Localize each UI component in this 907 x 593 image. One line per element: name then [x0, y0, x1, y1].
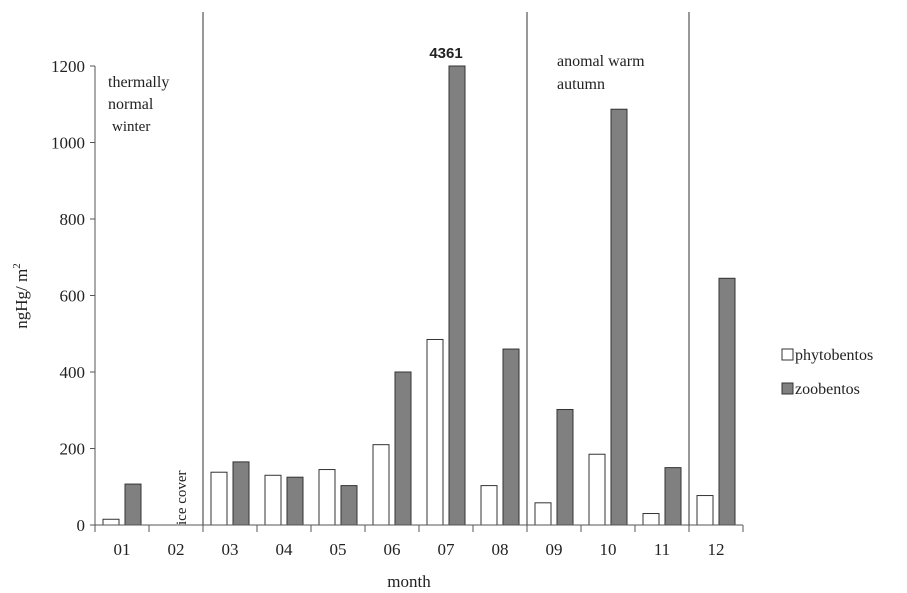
x-tick-label-01: 01 [114, 540, 131, 559]
annotation-autumn-line-1: anomal warm [557, 53, 645, 70]
x-tick-label-10: 10 [600, 540, 617, 559]
y-ticks-layer: 0 200 400 600 800 1000 1200 [51, 57, 95, 535]
annotation-winter-line-2: normal [108, 96, 154, 113]
bar-zoobentos-07 [448, 65, 466, 526]
x-tick-label-06: 06 [384, 540, 401, 559]
bar-zoobentos-05 [340, 485, 358, 526]
bars-layer [102, 65, 736, 526]
bar-zoobentos-03 [232, 461, 250, 526]
bar-phytobentos-05 [318, 469, 336, 526]
y-tick-label-800: 800 [60, 210, 86, 229]
bar-zoobentos-06 [394, 371, 412, 526]
y-tick-label-1000: 1000 [51, 134, 85, 153]
x-tick-label-03: 03 [222, 540, 239, 559]
annotation-ice-cover: ice cover [174, 470, 190, 525]
annotation-autumn-line-2: autumn [557, 76, 605, 93]
annotation-winter-line-1: thermally [108, 74, 169, 91]
axes-layer [94, 66, 743, 526]
bar-phytobentos-09 [534, 502, 552, 526]
x-tick-label-11: 11 [654, 540, 670, 559]
bar-phytobentos-07 [426, 338, 444, 526]
x-tick-label-08: 08 [492, 540, 509, 559]
y-tick-label-1200: 1200 [51, 57, 85, 76]
x-tick-label-04: 04 [276, 540, 294, 559]
legend: phytobentos zoobentos [781, 347, 873, 398]
annotation-autumn: anomal warm autumn [557, 53, 645, 93]
bar-zoobentos-12 [718, 277, 736, 526]
bar-phytobentos-11 [642, 513, 660, 526]
bar-zoobentos-01 [124, 483, 142, 526]
y-tick-label-400: 400 [60, 363, 86, 382]
clipped-value-label: 4361 [429, 45, 462, 62]
x-tick-label-07: 07 [438, 540, 456, 559]
legend-swatch-zoobentos [781, 382, 794, 395]
x-ticks-layer: 01 02 03 04 05 06 07 08 09 10 11 12 [94, 525, 744, 559]
x-tick-label-09: 09 [546, 540, 563, 559]
y-axis-label: ngHg/ m2 [11, 263, 31, 328]
legend-label-phytobentos: phytobentos [795, 347, 873, 364]
annotation-winter-line-3: winter [112, 119, 150, 135]
legend-swatch-phytobentos [781, 348, 794, 361]
x-tick-label-05: 05 [330, 540, 347, 559]
x-tick-label-12: 12 [708, 540, 725, 559]
bar-phytobentos-06 [372, 444, 390, 526]
bar-phytobentos-10 [588, 453, 606, 526]
bar-zoobentos-09 [556, 408, 574, 526]
bar-zoobentos-11 [664, 467, 682, 526]
bar-phytobentos-03 [210, 471, 228, 526]
bar-phytobentos-08 [480, 485, 498, 526]
bar-phytobentos-01 [102, 518, 120, 526]
y-tick-label-200: 200 [60, 440, 86, 459]
bar-zoobentos-08 [502, 348, 520, 526]
separators-layer [202, 12, 690, 525]
x-axis-label: month [387, 572, 431, 591]
bar-phytobentos-04 [264, 474, 282, 526]
legend-label-zoobentos: zoobentos [795, 381, 860, 398]
y-tick-label-0: 0 [77, 516, 86, 535]
bar-phytobentos-12 [696, 495, 714, 526]
x-tick-label-02: 02 [168, 540, 185, 559]
bar-zoobentos-10 [610, 108, 628, 526]
y-tick-label-600: 600 [60, 287, 86, 306]
bar-zoobentos-04 [286, 476, 304, 526]
annotation-winter: thermally normal winter [108, 74, 169, 135]
